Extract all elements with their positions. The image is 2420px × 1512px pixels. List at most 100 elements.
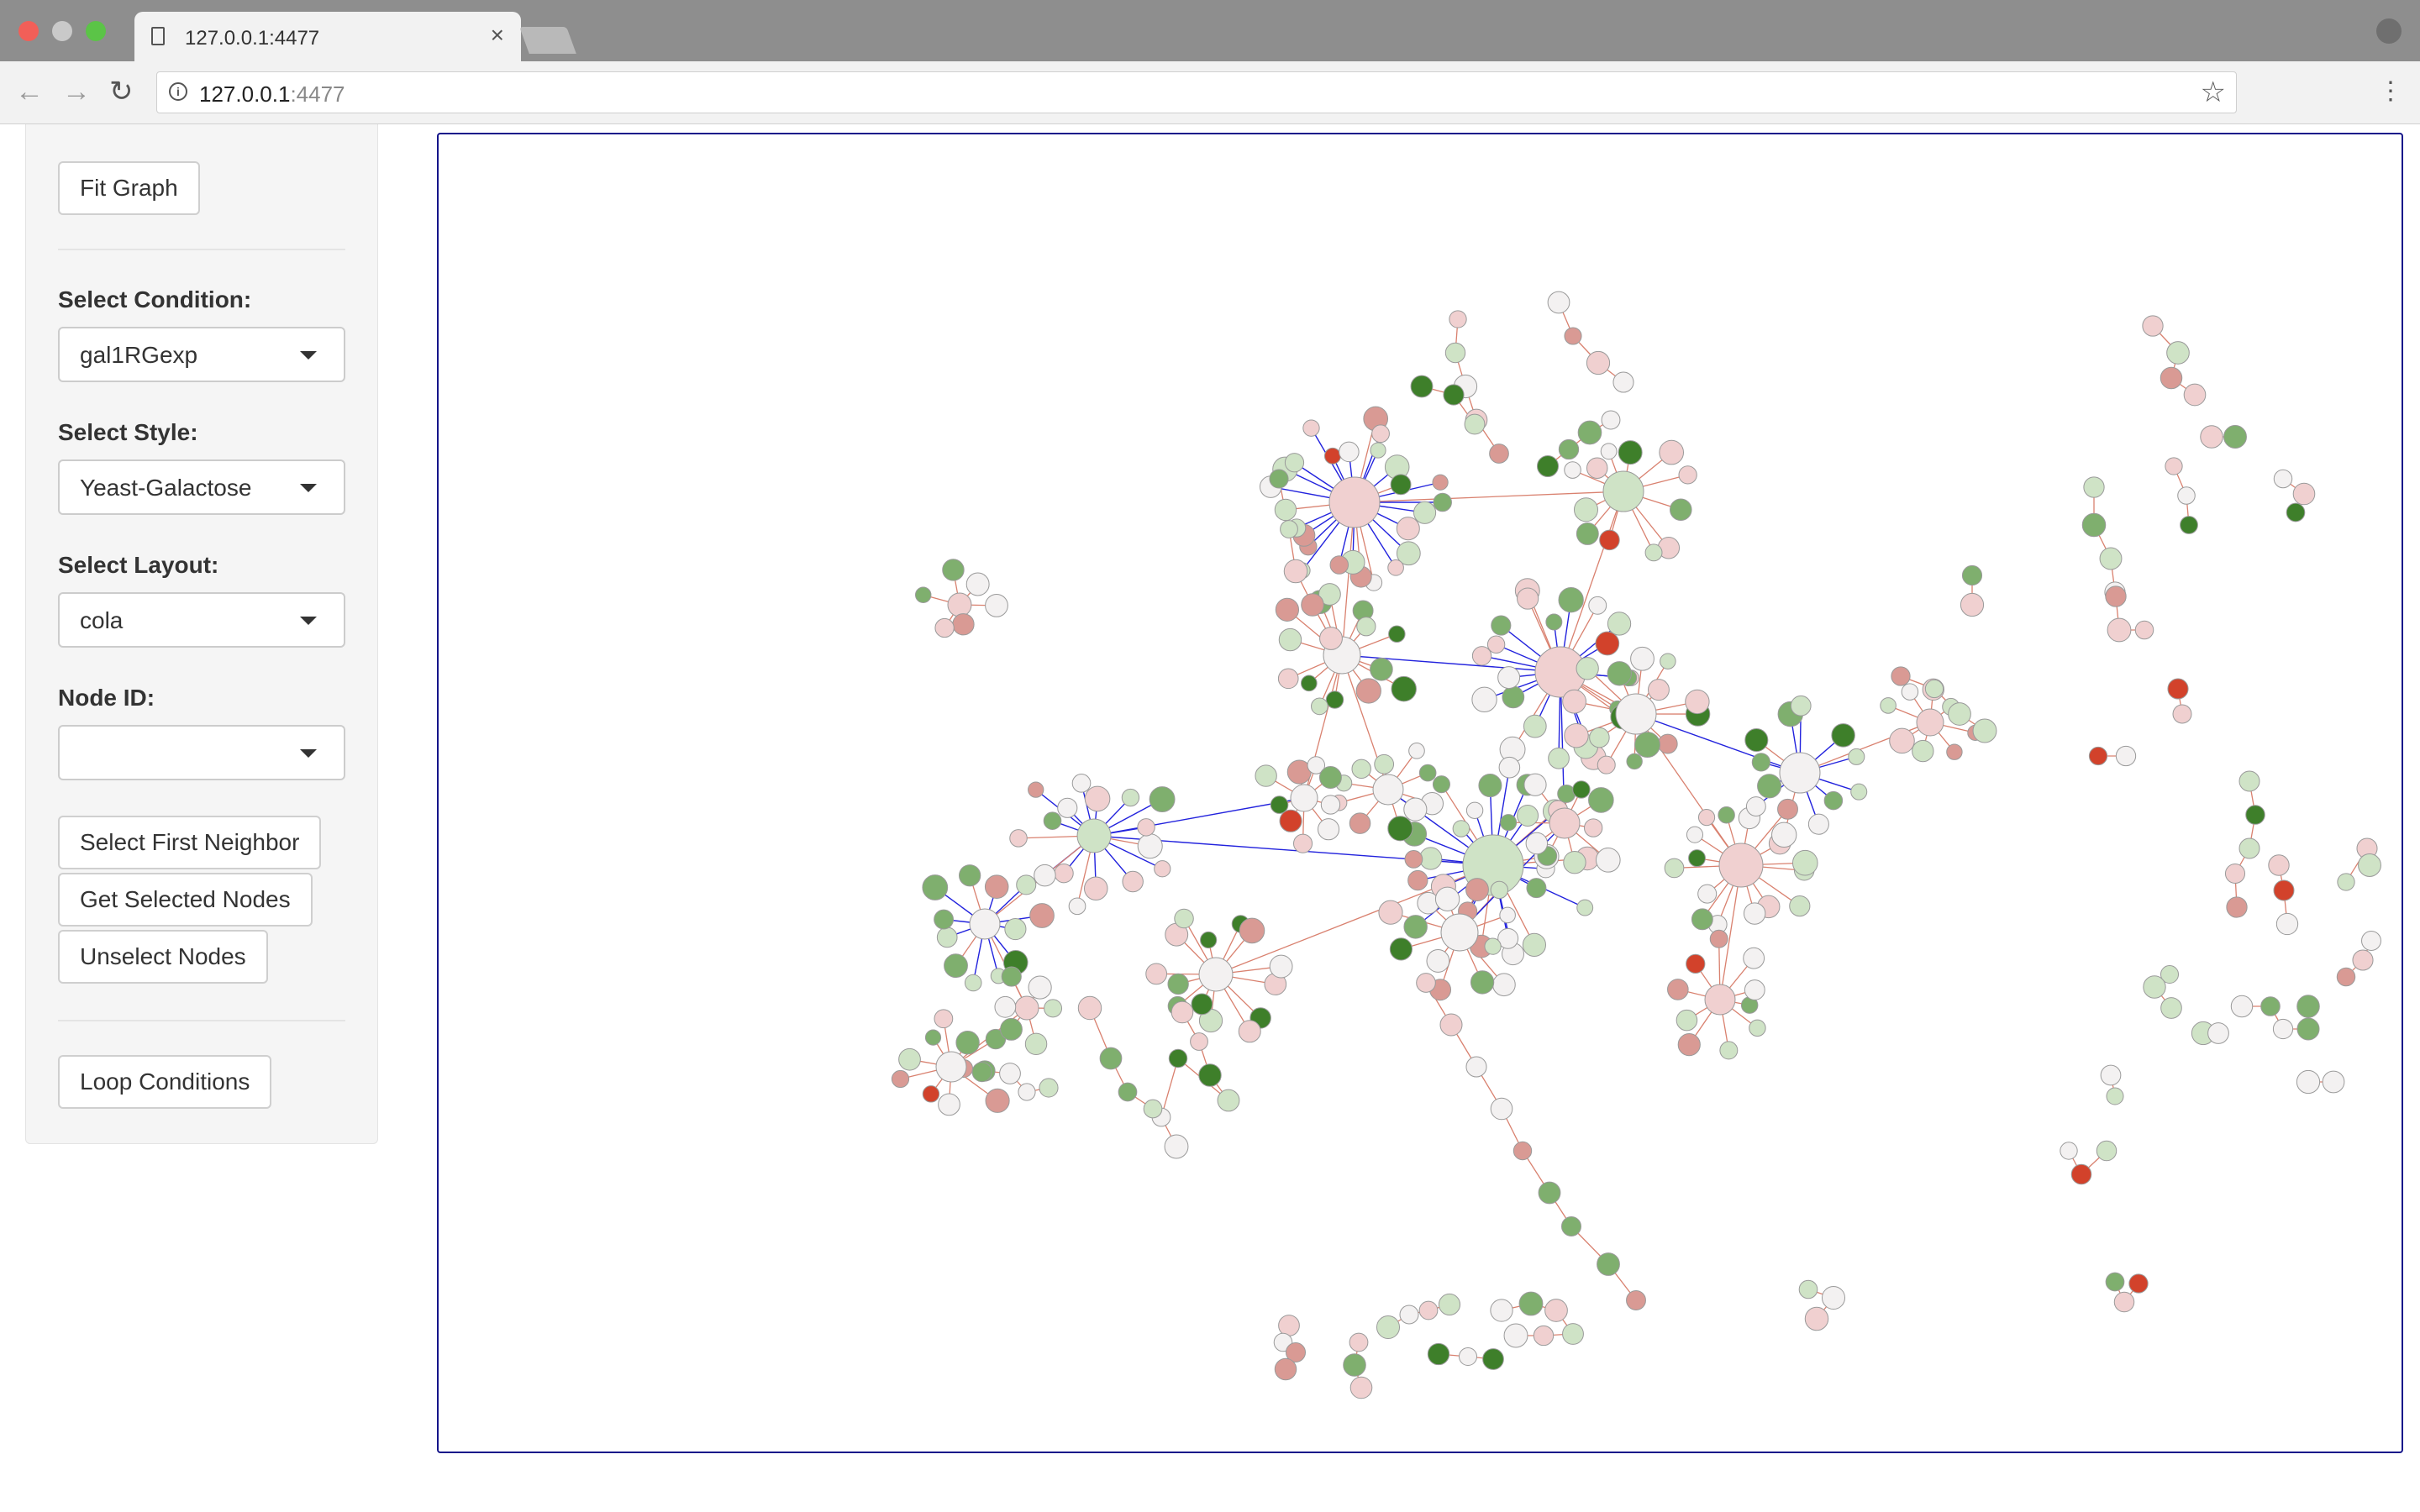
graph-node[interactable] [1482,1348,1504,1370]
graph-node[interactable] [1018,1083,1036,1101]
graph-node[interactable] [1427,1342,1450,1366]
graph-node[interactable] [1536,454,1560,478]
graph-node[interactable] [1444,342,1466,364]
graph-node[interactable] [1589,727,1610,748]
graph-node[interactable] [1544,1299,1568,1322]
graph-node[interactable] [1408,743,1425,759]
graph-node[interactable] [1349,1376,1373,1399]
graph-node[interactable] [1318,766,1342,789]
graph-node[interactable] [964,974,982,992]
graph-node[interactable] [1284,453,1305,473]
graph-node[interactable] [1807,813,1829,835]
graph-node[interactable] [1418,1300,1439,1320]
graph-node[interactable] [2296,1017,2320,1041]
graph-node[interactable] [1751,753,1771,772]
graph-node[interactable] [2292,482,2316,506]
graph-node[interactable] [1000,1017,1023,1041]
loop-conditions-button[interactable]: Loop Conditions [58,1055,272,1109]
graph-node[interactable] [1376,1315,1401,1340]
graph-node[interactable] [1961,564,1983,586]
graph-node[interactable] [1503,1323,1528,1348]
graph-node[interactable] [1372,774,1404,806]
graph-node[interactable] [1498,756,1521,779]
graph-node[interactable] [1387,559,1404,576]
info-icon[interactable]: i [169,82,187,101]
graph-node[interactable] [1848,748,1865,765]
graph-node[interactable] [1396,517,1420,541]
graph-node[interactable] [1576,657,1599,680]
graph-node[interactable] [1626,1290,1646,1310]
graph-node[interactable] [934,617,955,638]
graph-node[interactable] [1029,903,1055,928]
close-icon[interactable]: × [490,22,504,48]
graph-node[interactable] [1678,465,1697,485]
graph-node[interactable] [1145,963,1168,985]
graph-node[interactable] [1777,798,1798,820]
graph-node[interactable] [1972,718,1997,743]
graph-node[interactable] [1821,1285,1846,1310]
graph-node[interactable] [2238,837,2260,859]
graph-node[interactable] [2060,1142,2078,1160]
graph-node[interactable] [2226,896,2248,918]
graph-node[interactable] [2165,457,2183,475]
graph-node[interactable] [1440,913,1479,952]
graph-node[interactable] [1804,1306,1829,1331]
graph-node[interactable] [1283,559,1308,584]
new-tab-button[interactable] [519,27,576,54]
graph-node[interactable] [1686,953,1706,974]
graph-node[interactable] [1076,818,1112,853]
graph-node[interactable] [952,613,975,636]
graph-node[interactable] [2142,315,2164,337]
graph-node[interactable] [1718,843,1764,888]
graph-node[interactable] [1470,970,1495,995]
graph-node[interactable] [2272,1018,2294,1040]
close-window-icon[interactable] [18,21,39,41]
graph-node[interactable] [1497,927,1519,949]
graph-node[interactable] [1489,444,1509,464]
graph-node[interactable] [1562,1323,1584,1345]
graph-node[interactable] [1526,878,1547,899]
graph-node[interactable] [1891,666,1911,686]
graph-node[interactable] [1274,1357,1297,1381]
graph-node[interactable] [942,559,965,581]
graph-node[interactable] [1525,832,1549,855]
graph-node[interactable] [1077,995,1102,1021]
network-graph[interactable] [439,134,2402,1452]
graph-node[interactable] [2200,425,2223,449]
graph-node[interactable] [1572,780,1591,799]
graph-node[interactable] [1779,752,1821,794]
graph-node[interactable] [1122,870,1144,893]
graph-node[interactable] [1154,860,1171,878]
graph-node[interactable] [1471,686,1497,713]
graph-node[interactable] [1491,615,1512,636]
graph-node[interactable] [2088,746,2108,766]
graph-node[interactable] [2134,620,2154,640]
graph-node[interactable] [1549,807,1581,839]
graph-node[interactable] [1190,1032,1208,1051]
graph-node[interactable] [1669,498,1692,522]
graph-node[interactable] [1374,753,1395,774]
graph-node[interactable] [971,1062,992,1083]
graph-node[interactable] [999,1063,1021,1084]
graph-node[interactable] [2096,1140,2118,1162]
graph-node[interactable] [2296,995,2320,1018]
graph-node[interactable] [1275,597,1300,622]
node-id-select[interactable] [58,725,345,780]
graph-node[interactable] [944,953,968,979]
graph-node[interactable] [1279,809,1302,832]
get-selected-nodes-button[interactable]: Get Selected Nodes [58,873,313,927]
graph-node[interactable] [924,1029,942,1046]
graph-node[interactable] [1143,1099,1163,1119]
graph-node[interactable] [1497,666,1521,690]
graph-node[interactable] [2268,854,2290,876]
graph-node[interactable] [1743,947,1765,969]
graph-node[interactable] [2224,863,2246,885]
graph-node[interactable] [1478,774,1502,798]
graph-node[interactable] [1410,375,1434,398]
graph-node[interactable] [1615,693,1657,735]
graph-node[interactable] [1586,350,1611,375]
graph-node[interactable] [1001,966,1022,987]
graph-node[interactable] [1599,529,1620,551]
graph-node[interactable] [1171,1000,1194,1024]
graph-node[interactable] [934,1009,954,1029]
